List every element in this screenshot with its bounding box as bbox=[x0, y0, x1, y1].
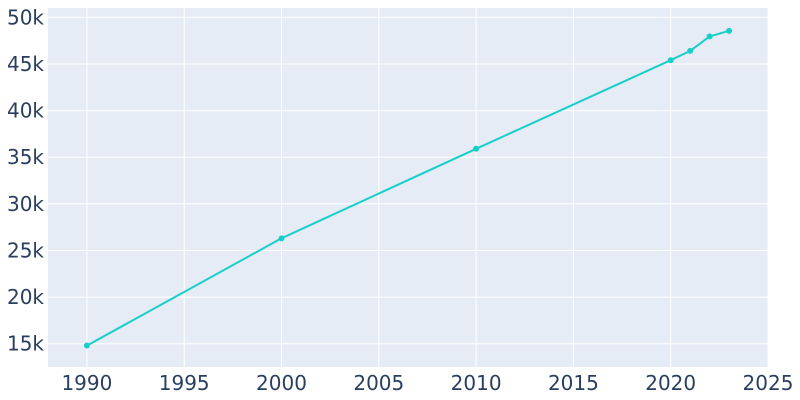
y-tick-label: 25k bbox=[7, 238, 44, 262]
y-tick-label: 15k bbox=[7, 332, 44, 356]
x-tick-label: 2025 bbox=[743, 371, 794, 395]
y-tick-label: 50k bbox=[7, 5, 44, 29]
x-tick-label: 1995 bbox=[159, 371, 210, 395]
x-tick-label: 2020 bbox=[645, 371, 696, 395]
data-point bbox=[473, 145, 480, 152]
data-point bbox=[726, 27, 733, 34]
y-tick-label: 45k bbox=[7, 52, 44, 76]
x-tick-label: 1990 bbox=[61, 371, 112, 395]
data-point bbox=[687, 47, 694, 54]
y-tick-label: 30k bbox=[7, 192, 44, 216]
y-tick-label: 20k bbox=[7, 285, 44, 309]
grid-lines bbox=[48, 8, 769, 367]
y-axis-ticks: 15k 20k 25k 30k 35k 40k 45k 50k bbox=[7, 5, 44, 355]
data-point bbox=[667, 57, 674, 64]
x-tick-label: 2005 bbox=[353, 371, 404, 395]
y-tick-label: 40k bbox=[7, 99, 44, 123]
x-tick-label: 2010 bbox=[451, 371, 502, 395]
x-axis-ticks: 1990 1995 2000 2005 2010 2015 2020 2025 bbox=[61, 371, 793, 395]
plot-area bbox=[48, 8, 768, 367]
data-point bbox=[83, 342, 90, 349]
x-tick-label: 2015 bbox=[548, 371, 599, 395]
y-tick-label: 35k bbox=[7, 145, 44, 169]
data-point bbox=[278, 235, 285, 242]
x-tick-label: 2000 bbox=[256, 371, 307, 395]
series-group bbox=[83, 27, 733, 349]
data-point bbox=[706, 33, 713, 40]
